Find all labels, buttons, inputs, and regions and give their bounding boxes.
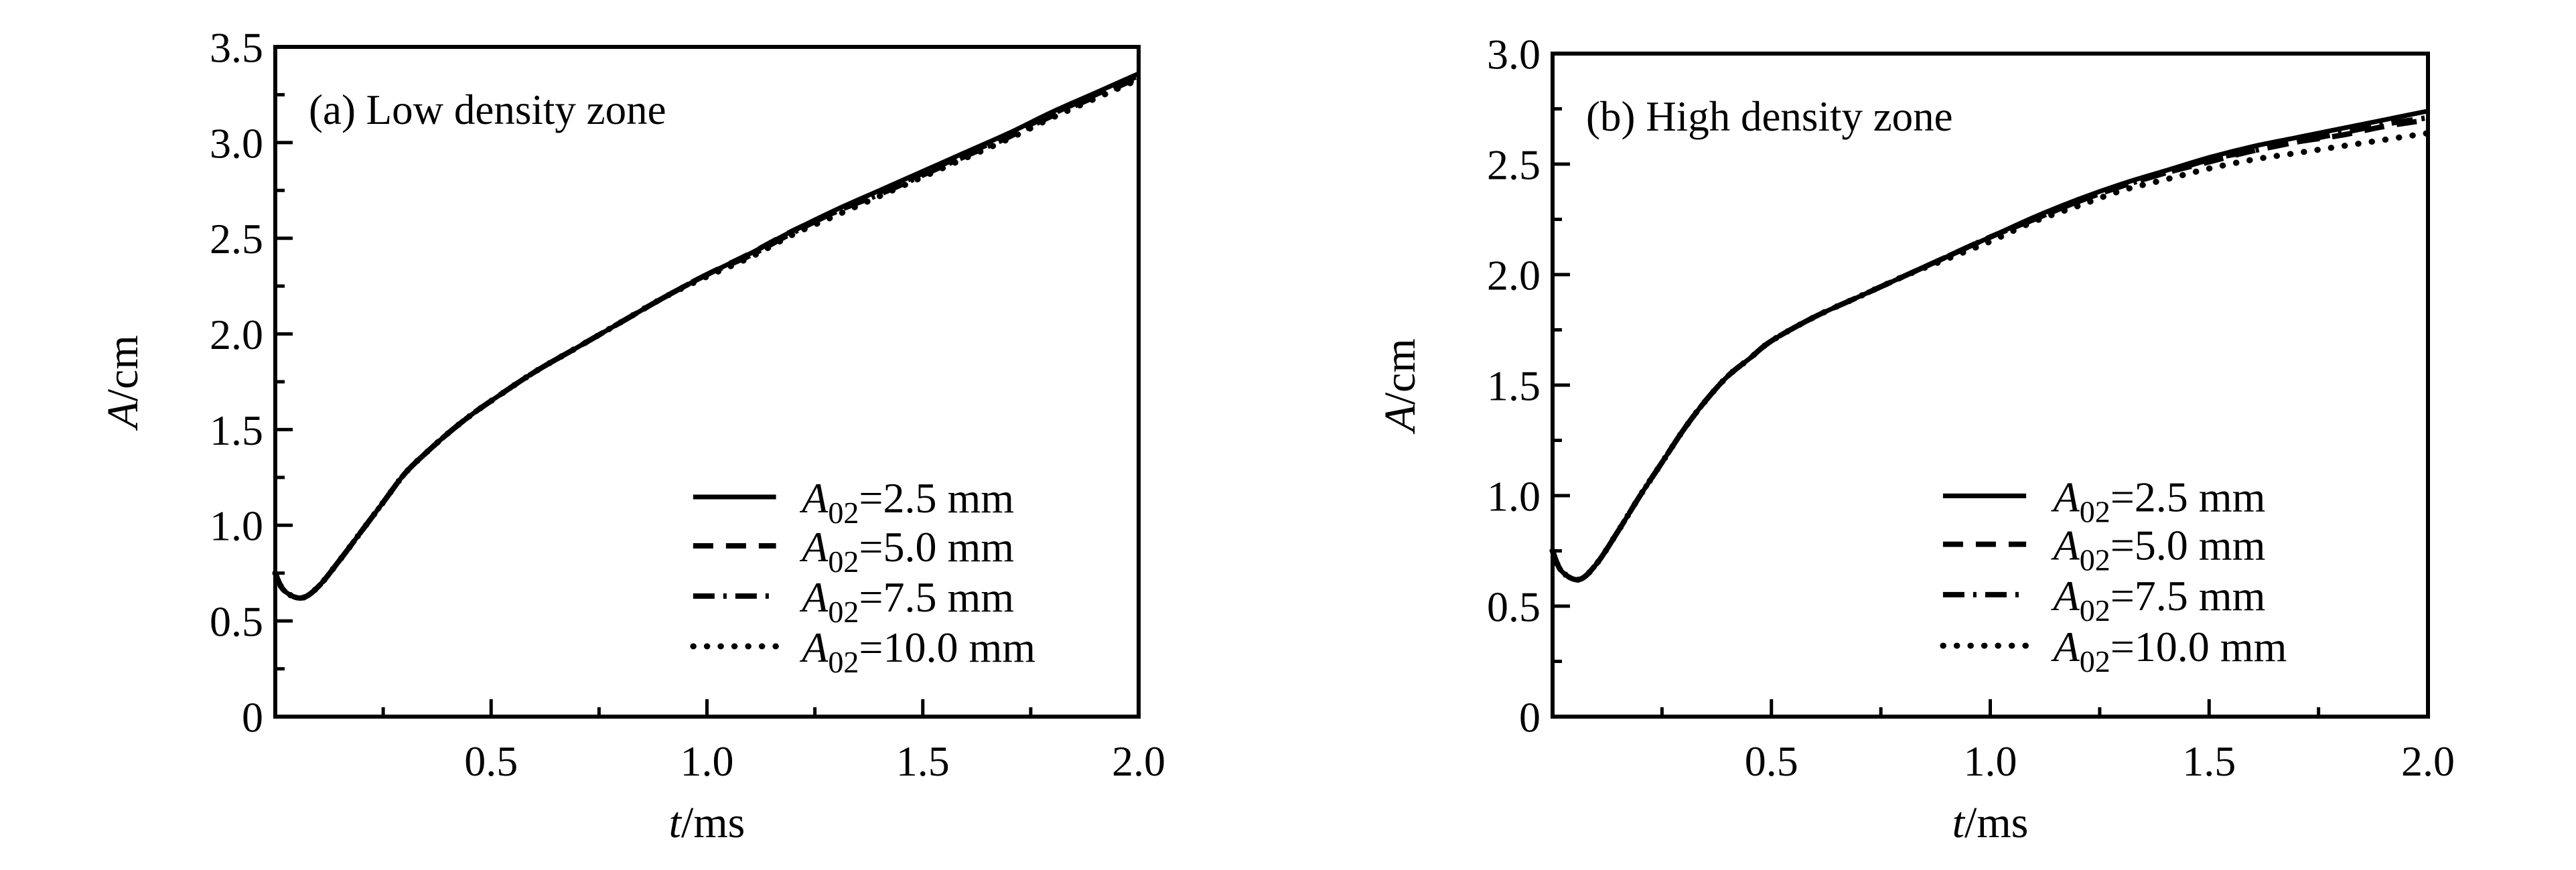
x-tick-label: 0.5	[1745, 737, 1798, 785]
x-tick-label: 1.5	[896, 737, 950, 785]
panel-b: 0.5 1.0 1.5 2.0 3.0 2.5 2.0 1.5 1.0 0.5 0 (b) High …	[1376, 30, 2455, 847]
series-line-dotted	[272, 76, 1142, 601]
panel-title: (b) High density zone	[1586, 93, 1953, 140]
legend-entry: A02=5.0 mm	[1942, 522, 2266, 577]
y-tick-label: 2.5	[1487, 141, 1541, 188]
legend-label: A02=5.0 mm	[2051, 522, 2266, 577]
y-tick-label: 3.0	[1487, 30, 1541, 78]
panel-a: 0.5 1.0 1.5 2.0 3.5 3.0 2.5 2.0 1.5 1.0 0.5 0 (a) Lo…	[98, 23, 1165, 847]
y-tick-label: 2.0	[1487, 251, 1541, 299]
panel-title: (a) Low density zone	[309, 86, 666, 133]
y-tick-label: 0	[242, 693, 263, 741]
y-tick-label: 0	[1519, 693, 1541, 741]
legend-entry: A02=5.0 mm	[693, 523, 1014, 579]
y-tick-label: 2.5	[210, 215, 263, 263]
y-tick-label: 3.0	[210, 119, 263, 167]
legend-label: A02=10.0 mm	[2051, 623, 2287, 678]
legend-label: A02=2.5 mm	[2051, 473, 2266, 528]
y-axis-label: A/cm	[1376, 338, 1425, 434]
y-tick-label: 1.5	[1487, 362, 1541, 409]
legend-entry: A02=10.0 mm	[690, 624, 1035, 679]
y-tick-label: 1.0	[1487, 472, 1541, 520]
legend-label: A02=5.0 mm	[799, 523, 1014, 579]
y-tick-label: 3.5	[210, 23, 263, 71]
series-line-dotted	[1549, 130, 2431, 583]
x-tick-label: 2.0	[1112, 737, 1165, 785]
x-axis-label: t/ms	[669, 798, 745, 847]
series-line-dashed	[1550, 117, 2429, 583]
series-line-dashdot	[1550, 115, 2429, 583]
x-tick-label: 2.0	[2401, 737, 2455, 785]
y-axis-label: A/cm	[98, 335, 147, 431]
x-tick-label: 1.0	[1964, 737, 2017, 785]
legend-label: A02=10.0 mm	[799, 624, 1035, 679]
legend-entry: A02=7.5 mm	[693, 573, 1014, 629]
x-tick-label: 0.5	[464, 737, 518, 785]
y-tick-label: 0.5	[210, 598, 263, 646]
legend-entry: A02=10.0 mm	[1940, 623, 2287, 678]
x-tick-label: 1.0	[681, 737, 734, 785]
legend-entry: A02=7.5 mm	[1942, 572, 2266, 628]
x-tick-label: 1.5	[2182, 737, 2236, 785]
legend-label: A02=7.5 mm	[799, 573, 1014, 629]
y-tick-label: 2.0	[210, 311, 263, 358]
x-axis-label: t/ms	[1952, 798, 2029, 847]
legend-entry: A02=2.5 mm	[693, 474, 1014, 530]
y-tick-label: 1.0	[210, 502, 263, 550]
plot-border	[1551, 52, 2430, 719]
legend-entry: A02=2.5 mm	[1942, 473, 2266, 528]
series-line-solid	[1550, 108, 2429, 583]
y-tick-label: 0.5	[1487, 583, 1541, 630]
y-tick-label: 1.5	[210, 407, 263, 454]
legend-label: A02=2.5 mm	[799, 474, 1014, 530]
legend-label: A02=7.5 mm	[2051, 572, 2266, 628]
